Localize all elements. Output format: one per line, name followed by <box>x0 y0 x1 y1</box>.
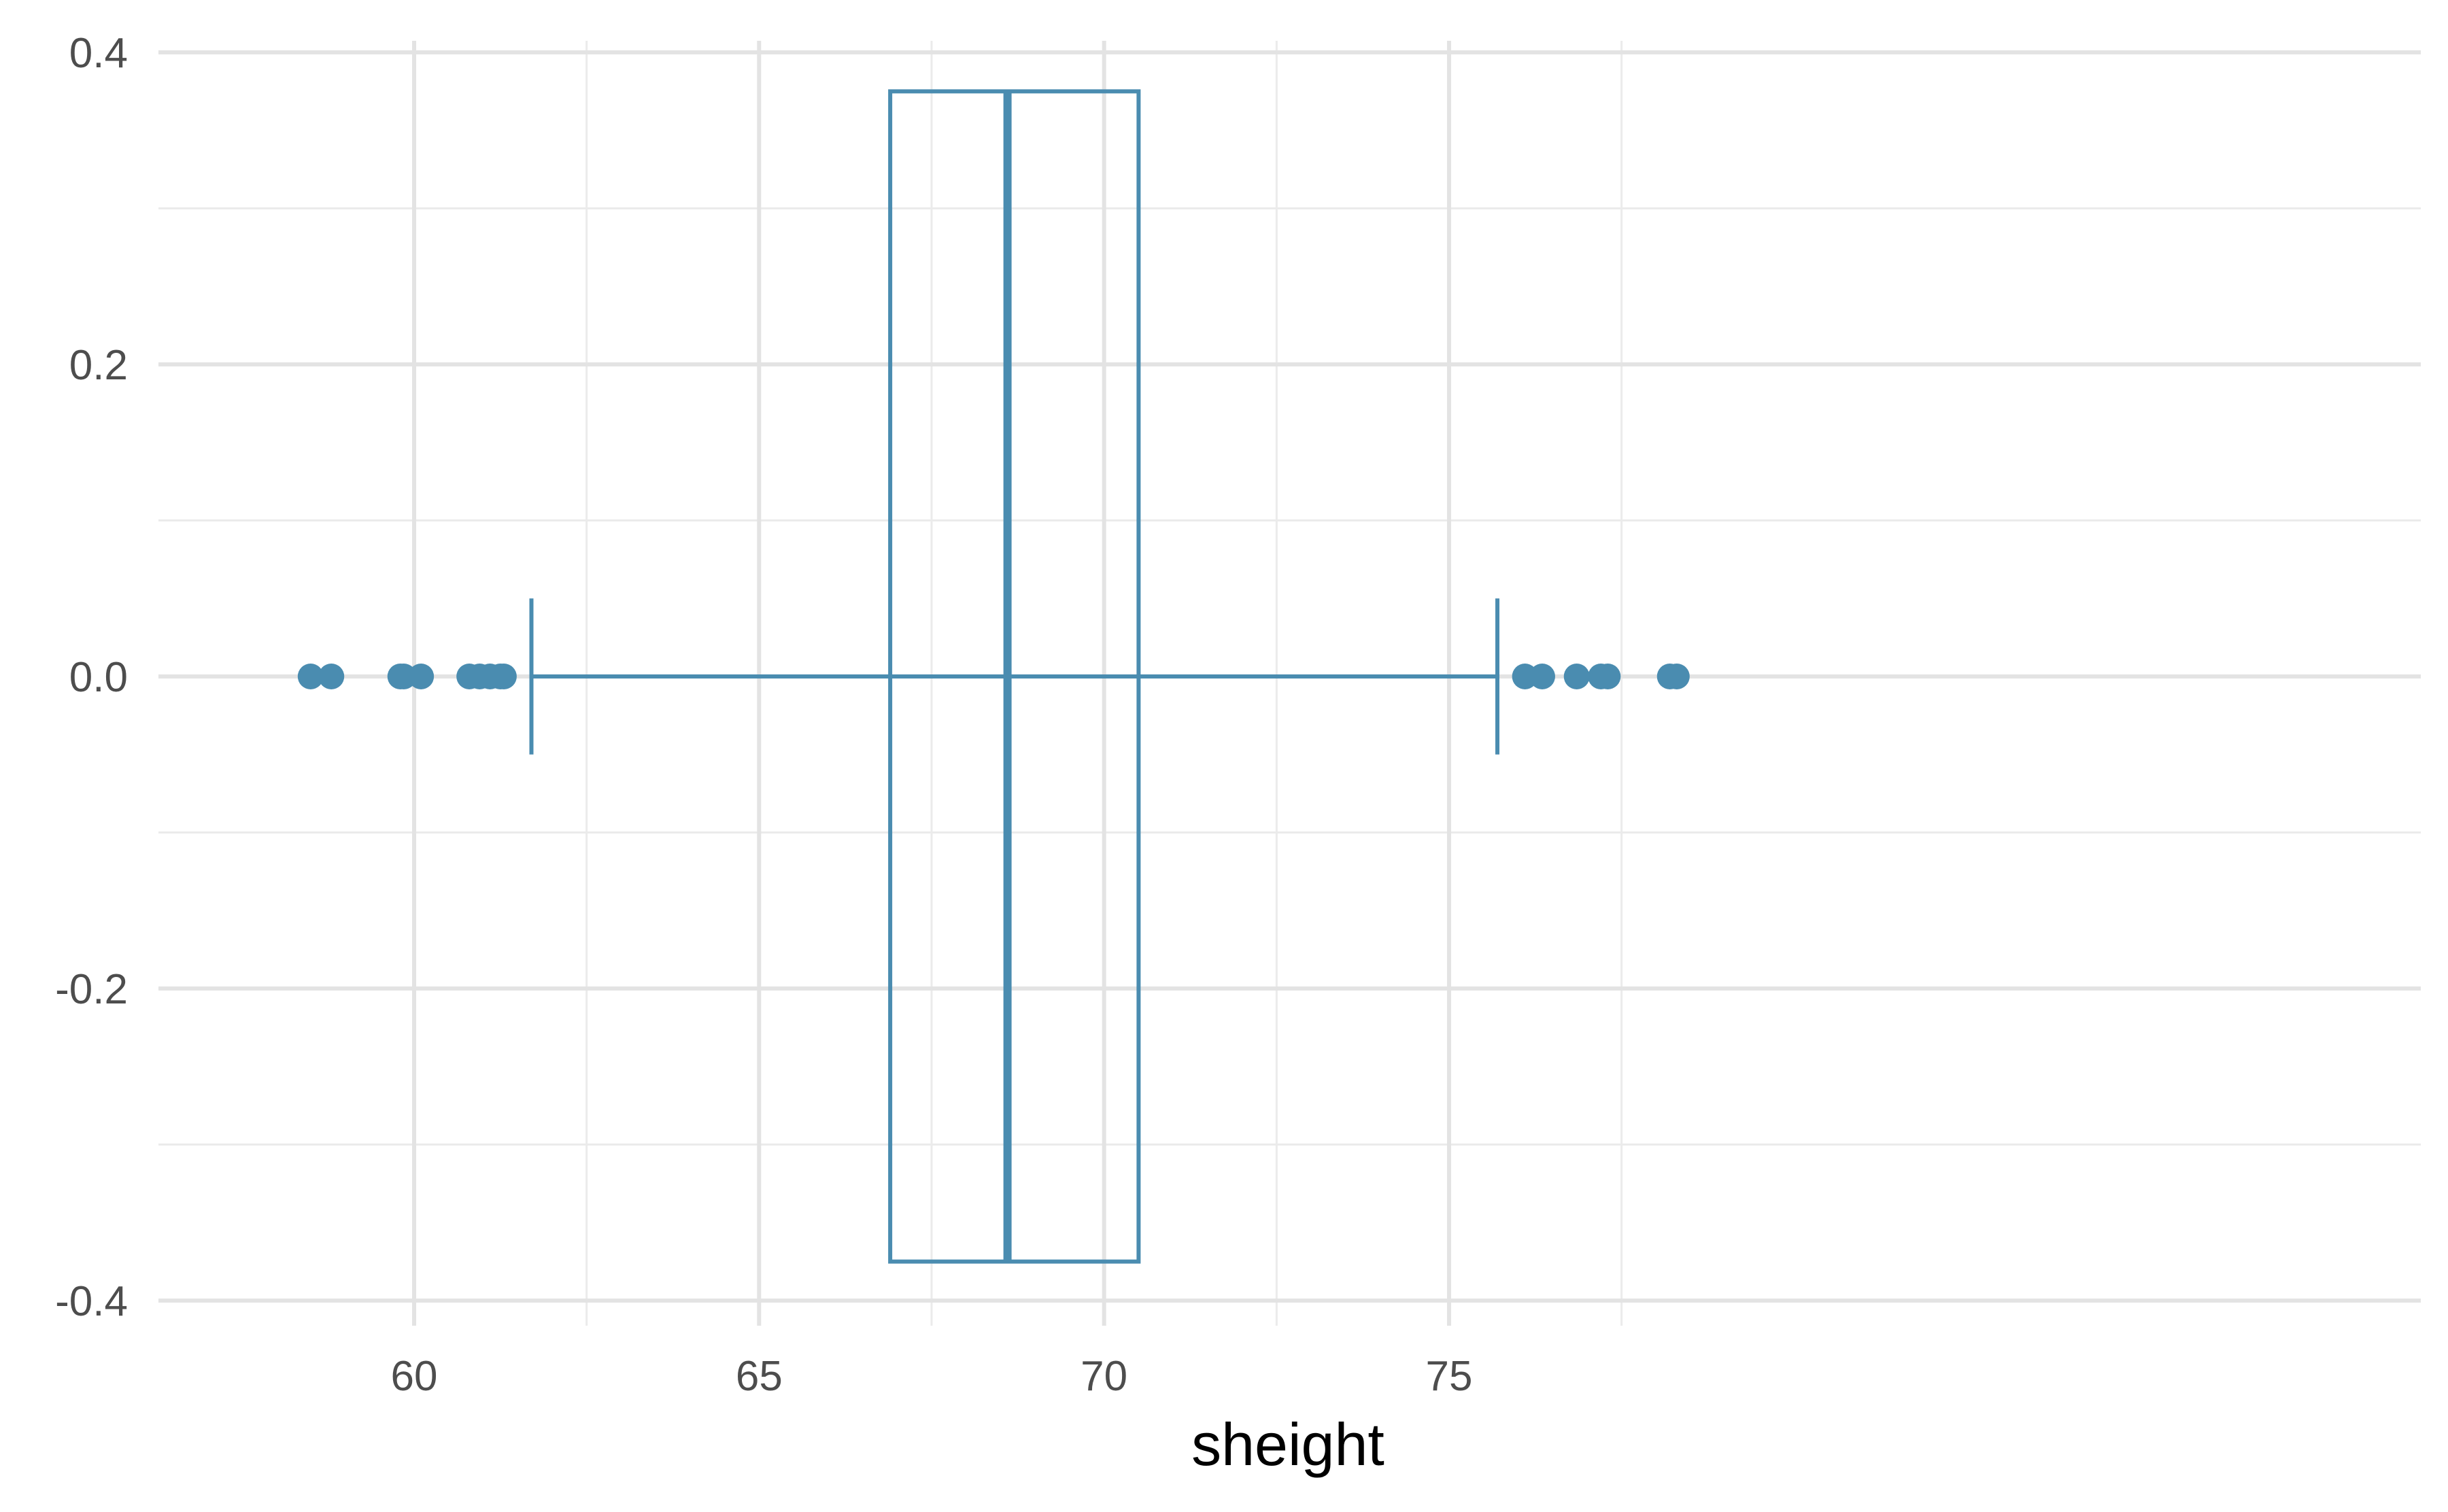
minor-gridlines <box>158 41 2421 1326</box>
y-tick-label: 0.4 <box>69 30 128 77</box>
box <box>888 89 1141 1264</box>
x-tick-labels: 60 65 70 75 <box>391 1353 1473 1400</box>
y-tick-label: 0.0 <box>69 654 128 701</box>
y-tick-label: -0.4 <box>55 1278 128 1325</box>
y-tick-label: -0.2 <box>55 966 128 1013</box>
outlier-point <box>490 664 517 689</box>
whiskers <box>529 598 1500 755</box>
outlier-point <box>1563 664 1590 689</box>
outlier-point <box>318 664 345 689</box>
outlier-point <box>1663 664 1690 689</box>
x-tick-label: 65 <box>736 1353 783 1400</box>
x-tick-label: 75 <box>1426 1353 1473 1400</box>
outlier-point <box>297 664 324 689</box>
x-tick-label: 70 <box>1081 1353 1127 1400</box>
outlier-point <box>1529 664 1555 689</box>
outlier-point <box>408 664 435 689</box>
major-gridlines <box>158 41 2421 1326</box>
y-tick-labels: -0.4 -0.2 0.0 0.2 0.4 <box>55 30 128 1325</box>
x-tick-label: 60 <box>391 1353 438 1400</box>
x-axis-title: sheight <box>1191 1411 1384 1478</box>
outliers <box>297 664 1690 689</box>
outlier-point <box>1595 664 1621 689</box>
y-tick-label: 0.2 <box>69 342 128 389</box>
